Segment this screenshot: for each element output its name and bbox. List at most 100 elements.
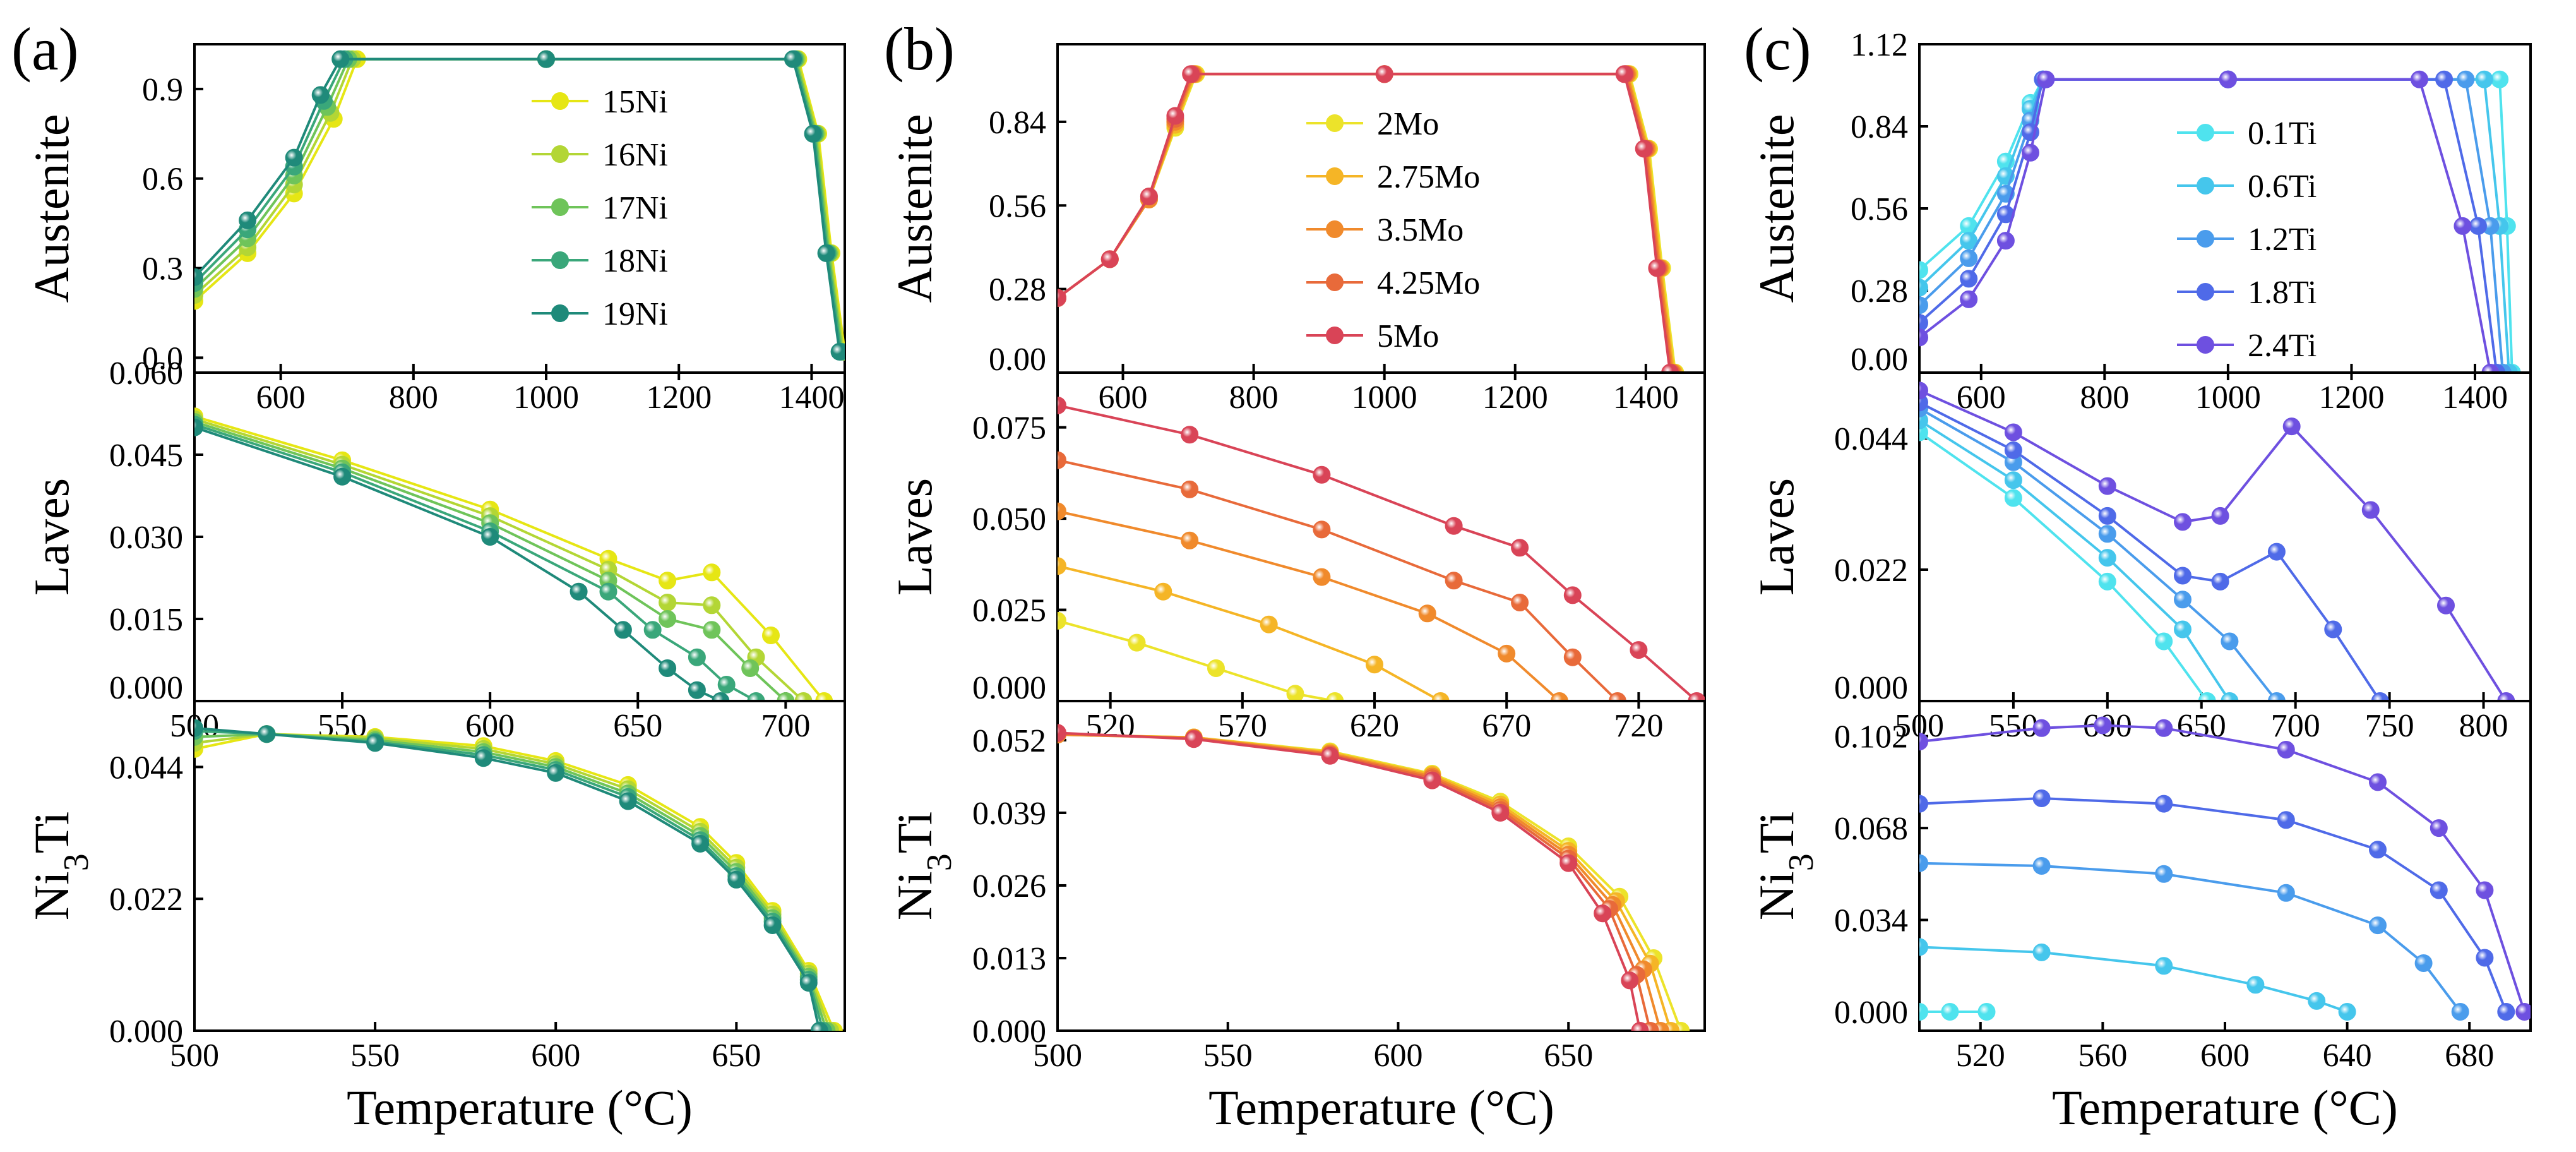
data-point	[1140, 188, 1158, 206]
y-tick-label: 0.00	[989, 342, 1046, 378]
legend-label: 0.1Ti	[2248, 116, 2317, 152]
x-tick-label: 600	[2200, 1038, 2250, 1074]
data-point	[1181, 426, 1199, 444]
data-point	[2004, 423, 2022, 441]
data-point	[2098, 572, 2116, 591]
x-axis-title-a: Temperature (°C)	[347, 1080, 693, 1135]
data-point	[2476, 949, 2494, 967]
legend-marker	[2197, 177, 2214, 195]
data-point	[804, 124, 822, 143]
x-tick-label: 1200	[2318, 380, 2384, 416]
x-tick-label: 500	[170, 1038, 219, 1074]
series-line	[1058, 510, 1561, 701]
series-line	[1058, 404, 1698, 701]
data-point	[311, 86, 330, 104]
legend-marker	[551, 198, 569, 216]
legend-marker	[551, 251, 569, 269]
series-5Mo	[1058, 397, 1705, 701]
data-point	[366, 734, 385, 752]
data-point	[2032, 719, 2051, 737]
series-line	[1919, 401, 2382, 701]
x-tick-label: 570	[1218, 708, 1267, 744]
series-19Ni	[194, 719, 828, 1031]
data-point	[1919, 1003, 1928, 1021]
x-tick-label: 700	[761, 708, 810, 744]
data-point	[2451, 1003, 2469, 1021]
data-point	[2371, 692, 2389, 701]
data-point	[2515, 1003, 2531, 1021]
data-point	[2174, 513, 2191, 531]
data-point	[659, 594, 677, 611]
data-point	[817, 244, 835, 262]
series-2Mo	[1058, 611, 1344, 701]
y-tick-label: 0.022	[109, 882, 183, 918]
x-tick-label: 650	[1544, 1038, 1593, 1074]
data-point	[2457, 70, 2475, 88]
data-point	[2004, 489, 2022, 507]
data-point	[2198, 692, 2216, 701]
y-axis-title: Ni3Ti	[887, 812, 959, 921]
data-point	[1919, 795, 1928, 813]
series-line	[1058, 73, 1672, 373]
data-point	[2411, 70, 2428, 88]
x-tick-label: 680	[2445, 1038, 2494, 1074]
x-tick-label: 670	[1482, 708, 1531, 744]
x-tick-label: 550	[1989, 708, 2038, 744]
data-point	[1058, 397, 1066, 414]
x-tick-label: 600	[256, 380, 306, 416]
x-tick-label: 500	[1033, 1038, 1082, 1074]
y-tick-label: 0.068	[1834, 811, 1908, 847]
legend-marker	[1326, 114, 1344, 132]
y-tick-label: 0.013	[972, 941, 1046, 977]
data-point	[1919, 854, 1928, 872]
y-tick-label: 0.3	[142, 251, 183, 287]
data-point	[762, 627, 780, 644]
data-point	[659, 572, 677, 590]
y-axis-title: Austenite	[24, 114, 79, 303]
data-point	[1559, 854, 1578, 872]
data-point	[1919, 279, 1928, 297]
data-point	[1326, 692, 1344, 701]
data-point	[2032, 857, 2051, 875]
legend-label: 4.25Mo	[1377, 265, 1480, 301]
data-point	[688, 648, 706, 666]
data-point	[1919, 938, 1928, 956]
data-point	[1207, 659, 1225, 677]
data-point	[643, 621, 662, 639]
data-point	[331, 50, 350, 68]
x-tick-label: 640	[2323, 1038, 2372, 1074]
data-point	[1423, 771, 1441, 789]
data-point	[1181, 531, 1199, 549]
data-point	[763, 916, 782, 934]
series-2.4Ti	[1919, 70, 2500, 373]
legend-label: 2.75Mo	[1377, 159, 1480, 195]
data-point	[569, 582, 588, 601]
series-1.8Ti	[1919, 393, 2389, 701]
data-point	[1661, 364, 1679, 373]
data-point	[2497, 692, 2515, 701]
data-point	[1260, 615, 1278, 633]
data-point	[2475, 70, 2493, 88]
data-point	[2430, 819, 2448, 837]
series-19Ni	[194, 418, 730, 701]
series-line	[194, 417, 804, 701]
data-point	[2277, 884, 2295, 902]
x-tick-label: 1000	[513, 380, 579, 416]
y-tick-label: 0.025	[972, 593, 1046, 629]
data-point	[333, 467, 352, 486]
data-point	[2155, 719, 2173, 737]
data-point	[2369, 773, 2387, 791]
data-point	[1608, 692, 1626, 701]
data-point	[741, 659, 760, 677]
data-point	[2308, 992, 2326, 1010]
data-point	[619, 792, 637, 810]
chart-c-bottom: 0.000 0.034 0.068 0.102 520 560 600 640 680 Ni3Ti	[1749, 700, 2532, 1074]
data-point	[1058, 611, 1066, 630]
legend-marker	[551, 145, 569, 163]
legend-label: 5Mo	[1377, 318, 1439, 354]
data-point	[2267, 692, 2286, 701]
data-point	[727, 870, 746, 889]
legend-label: 0.6Ti	[2248, 169, 2317, 205]
data-point	[1154, 582, 1172, 601]
